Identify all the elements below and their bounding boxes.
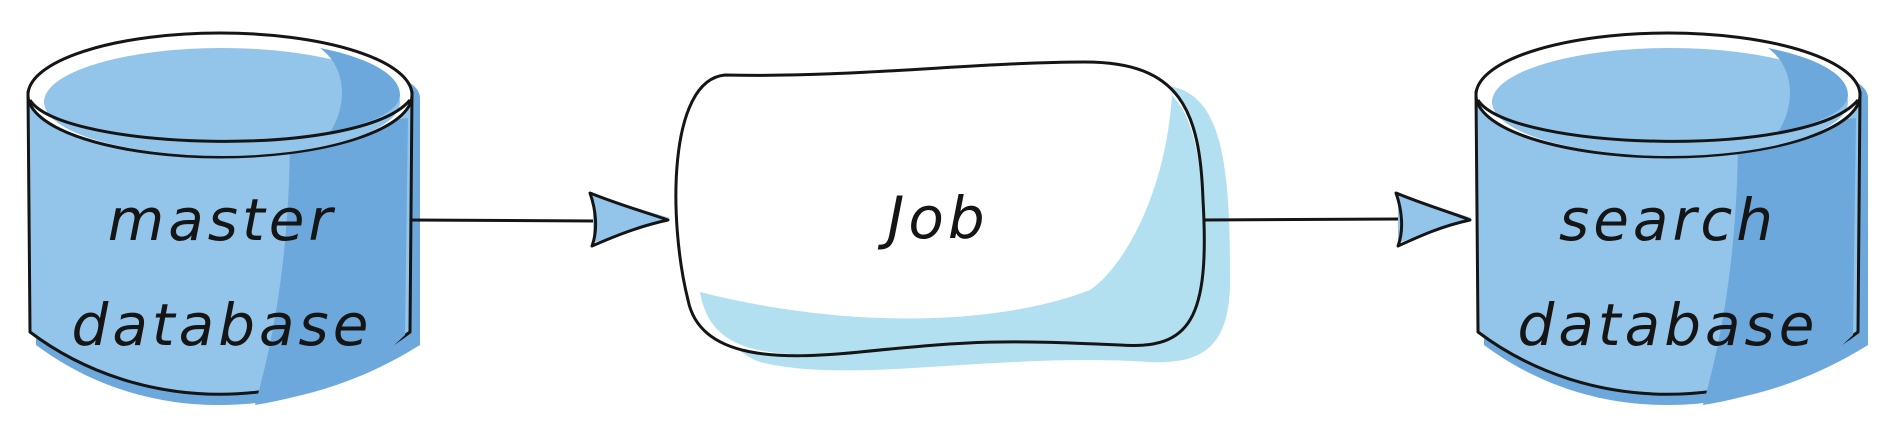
search-database-label-line2: database (1518, 291, 1819, 359)
edge-master-to-job-head-fill (593, 195, 670, 243)
edge-master-to-job-line (409, 218, 596, 223)
edge-job-to-search (1202, 191, 1472, 248)
master-database-body-shade (255, 118, 408, 405)
search-database-top-fill (1492, 48, 1848, 156)
search-database-node: search database (1474, 31, 1868, 406)
master-database-node: master database (26, 31, 420, 406)
job-node: Job (674, 60, 1231, 371)
arrow-head-icon (588, 191, 670, 248)
job-box (675, 62, 1205, 356)
master-database-top-fill (44, 48, 400, 156)
master-database-top-shade (320, 48, 400, 132)
master-database-rim (28, 99, 412, 143)
edge-job-to-search-head-fill (1398, 195, 1472, 243)
job-box-tint (700, 95, 1205, 355)
search-database-body-shade (1703, 118, 1856, 405)
edge-job-to-search-line (1202, 217, 1401, 222)
search-database-rim (1476, 99, 1860, 143)
edge-master-to-job (409, 191, 670, 248)
search-database-label-line1: search (1559, 186, 1777, 254)
master-database-label-line1: master (108, 186, 337, 254)
master-database-label-line2: database (72, 291, 373, 359)
job-box-outline (674, 60, 1206, 358)
arrow-head-icon (1394, 191, 1472, 248)
search-database-top-shade (1768, 48, 1848, 132)
job-label: Job (877, 184, 988, 252)
